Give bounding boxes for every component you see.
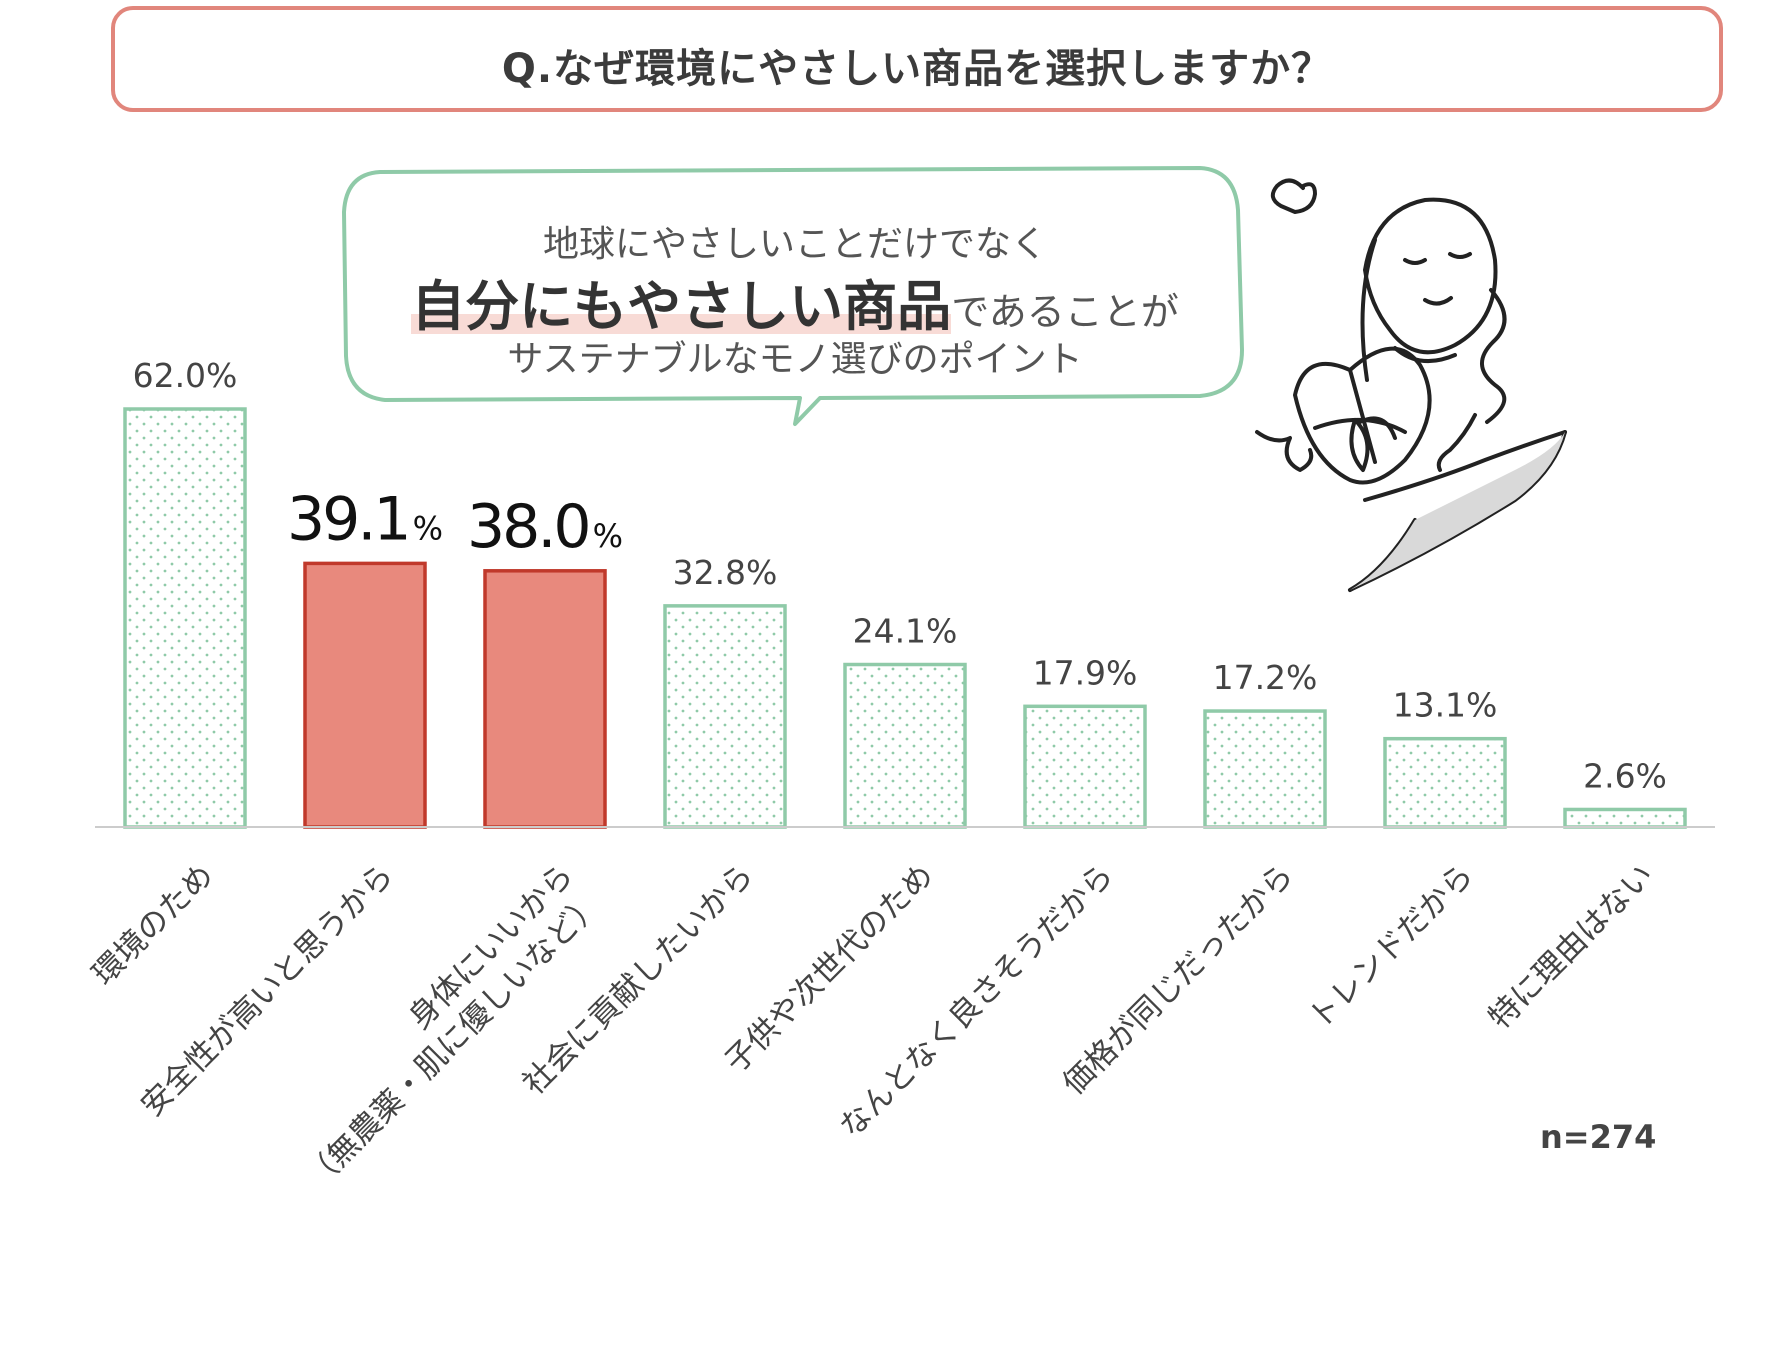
value-unit: % [593,517,623,555]
page-title: Q.なぜ環境にやさしい商品を選択しますか？ [501,46,1333,92]
callout-line-1: 地球にやさしいことだけでなく [542,224,1047,265]
category-label-1: 環境のため [86,857,221,992]
category-text: トレンドだから [1302,857,1481,1036]
value-label-1: 62.0% [133,356,238,395]
bar-9 [1563,807,1687,829]
category-text: 特に理由はない [1482,857,1661,1036]
heart-doodle-icon [1270,178,1317,214]
category-label-9: 特に理由はない [1482,857,1661,1036]
sample-size-label: n=274 [1540,1118,1657,1156]
value-unit: % [413,509,443,547]
bar-5 [843,662,967,829]
value-label-7: 17.2% [1213,658,1318,697]
bar-3 [483,569,607,829]
bar-6 [1023,704,1147,829]
woman-with-gift-illustration [1255,178,1567,592]
value-label-4: 32.8% [673,553,778,592]
bar-2 [303,561,427,829]
bar-7 [1203,709,1327,829]
title-box: Q.なぜ環境にやさしい商品を選択しますか？ [111,6,1723,112]
value-label-8: 13.1% [1393,686,1498,725]
bar-8 [1383,736,1507,829]
value-label-3: 38.0% [467,492,623,562]
category-label-8: トレンドだから [1302,857,1481,1036]
value-label-2: 39.1% [287,484,443,554]
bar-4 [663,604,787,829]
bar-1 [123,407,247,829]
category-text: 環境のため [86,857,221,992]
callout-line-2: 自分にもやさしい商品であることが [360,262,1230,341]
value-label-9: 2.6% [1583,756,1667,795]
category-label-3: 身体にいいから（無農薬・肌に優しいなど） [299,857,609,1196]
callout-line-3: サステナブルなモノ選びのポイント [507,339,1083,380]
value-label-5: 24.1% [853,612,958,651]
callout-line-2-rest: であることが [951,290,1179,334]
value-label-6: 17.9% [1033,653,1138,692]
callout-emphasis: 自分にもやさしい商品 [411,275,952,338]
